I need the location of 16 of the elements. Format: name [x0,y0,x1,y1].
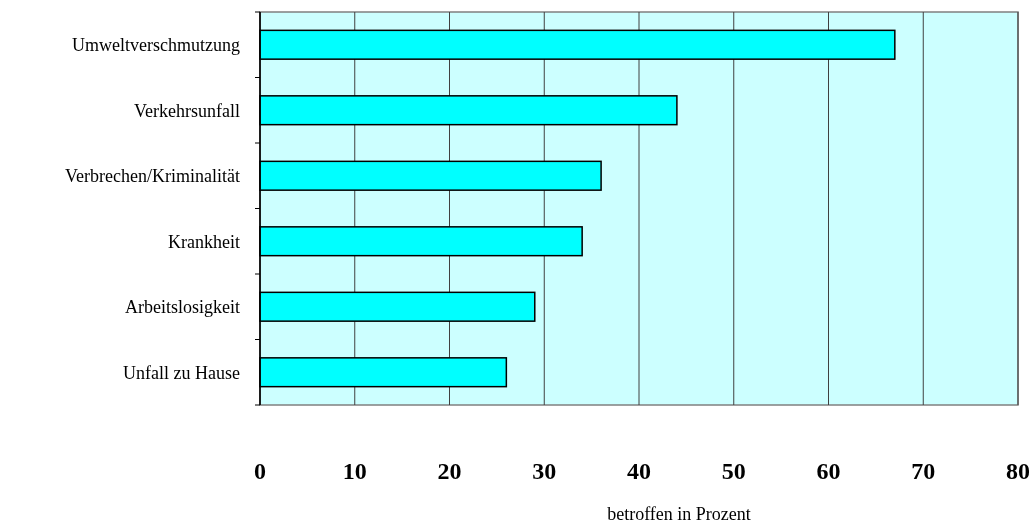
x-tick-label: 50 [721,458,746,484]
x-tick-label: 20 [437,458,462,484]
x-tick-label: 60 [816,458,841,484]
y-tick-label: Krankheit [168,231,240,252]
y-tick-label: Arbeitslosigkeit [125,297,240,318]
y-tick-label: Unfall zu Hause [123,362,240,383]
x-axis-title: betroffen in Prozent [607,504,751,524]
x-tick-label: 80 [1006,458,1029,484]
y-tick-label: Umweltverschmutzung [72,35,240,56]
y-tick-label: Verbrechen/Kriminalität [65,166,240,187]
x-tick-label: 40 [627,458,651,484]
x-tick-label: 30 [532,458,557,484]
x-tick-label: 70 [911,458,936,484]
y-tick-label: Verkehrsunfall [134,100,240,121]
x-tick-label: 0 [254,458,266,484]
x-tick-label: 10 [342,458,367,484]
